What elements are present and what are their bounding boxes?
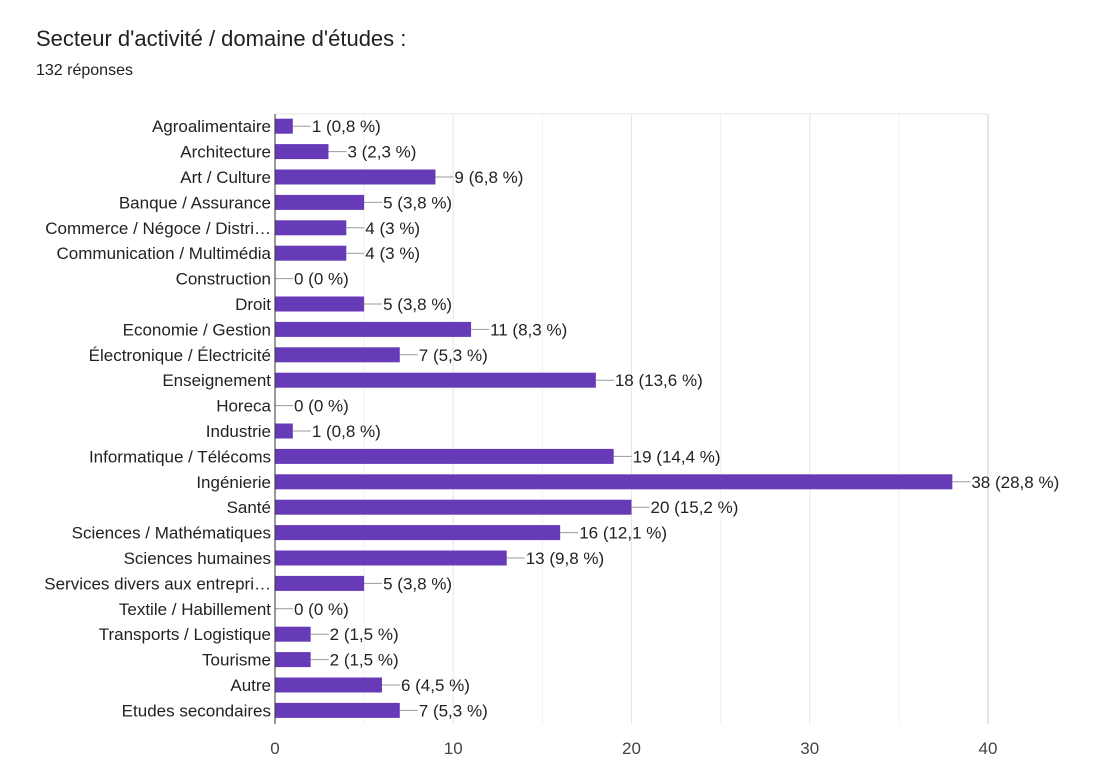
bars [275, 118, 953, 718]
data-label: 7 (5,3 %) [419, 346, 488, 365]
category-label: Communication / Multimédia [57, 244, 272, 263]
data-label: 5 (3,8 %) [383, 193, 452, 212]
gridlines [274, 113, 989, 724]
category-label: Sciences humaines [124, 549, 271, 568]
data-label: 1 (0,8 %) [312, 117, 381, 136]
category-label: Santé [227, 498, 271, 517]
data-label: 38 (28,8 %) [971, 473, 1059, 492]
data-label: 16 (12,1 %) [579, 524, 667, 543]
bar[interactable] [275, 626, 311, 642]
category-label: Enseignement [162, 371, 271, 390]
category-label: Ingénierie [196, 473, 271, 492]
bar[interactable] [275, 296, 365, 312]
data-label: 4 (3 %) [365, 219, 420, 238]
category-label: Tourisme [202, 651, 271, 670]
x-tick-label: 30 [800, 739, 819, 758]
bar[interactable] [275, 575, 365, 591]
category-label: Economie / Gestion [123, 320, 271, 339]
data-label: 0 (0 %) [294, 397, 349, 416]
x-axis: 0 10 20 30 40 [270, 114, 997, 758]
data-label: 13 (9,8 %) [526, 549, 604, 568]
data-label: 6 (4,5 %) [401, 676, 470, 695]
data-label: 20 (15,2 %) [651, 498, 739, 517]
bar[interactable] [275, 347, 400, 363]
bar[interactable] [275, 321, 472, 337]
data-label: 0 (0 %) [294, 270, 349, 289]
response-count: 132 réponses [36, 62, 133, 79]
bar[interactable] [275, 474, 953, 490]
data-label: 3 (2,3 %) [347, 143, 416, 162]
category-label: Banque / Assurance [119, 193, 271, 212]
category-label: Droit [235, 295, 271, 314]
data-label: 4 (3 %) [365, 244, 420, 263]
category-label: Commerce / Négoce / Distri… [45, 219, 271, 238]
bar[interactable] [275, 372, 596, 388]
category-label: Transports / Logistique [99, 625, 271, 644]
category-label: Agroalimentaire [152, 117, 271, 136]
data-label: 19 (14,4 %) [633, 447, 721, 466]
bar[interactable] [275, 652, 311, 668]
bar[interactable] [275, 677, 382, 693]
category-label: Art / Culture [180, 168, 271, 187]
bar[interactable] [275, 194, 365, 210]
x-tick-label: 20 [622, 739, 641, 758]
bar[interactable] [275, 220, 347, 236]
bar[interactable] [275, 525, 561, 541]
data-label: 2 (1,5 %) [330, 651, 399, 670]
bar[interactable] [275, 423, 293, 439]
data-label: 11 (8,3 %) [490, 320, 567, 339]
data-label: 5 (3,8 %) [383, 295, 452, 314]
category-label: Sciences / Mathématiques [72, 524, 271, 543]
data-label: 18 (13,6 %) [615, 371, 703, 390]
category-label: Électronique / Électricité [89, 346, 271, 365]
bar[interactable] [275, 550, 507, 566]
x-tick-label: 0 [270, 739, 279, 758]
category-labels: Agroalimentaire Architecture Art / Culture… [44, 117, 271, 720]
category-label: Architecture [180, 143, 271, 162]
data-label: 1 (0,8 %) [312, 422, 381, 441]
data-label: 2 (1,5 %) [330, 625, 399, 644]
data-label: 5 (3,8 %) [383, 574, 452, 593]
category-label: Textile / Habillement [119, 600, 271, 619]
chart-title: Secteur d'activité / domaine d'études : [36, 26, 407, 51]
data-label: 9 (6,8 %) [454, 168, 523, 187]
x-tick-label: 10 [444, 739, 463, 758]
bar[interactable] [275, 169, 436, 185]
bar[interactable] [275, 702, 400, 718]
bar[interactable] [275, 499, 632, 515]
category-label: Informatique / Télécoms [89, 447, 271, 466]
bar[interactable] [275, 245, 347, 261]
category-label: Services divers aux entrepri… [44, 574, 271, 593]
category-label: Construction [176, 270, 271, 289]
category-label: Industrie [206, 422, 271, 441]
data-label: 7 (5,3 %) [419, 701, 488, 720]
bar[interactable] [275, 144, 329, 160]
bar[interactable] [275, 118, 293, 134]
data-label: 0 (0 %) [294, 600, 349, 619]
data-labels: 1 (0,8 %)3 (2,3 %)9 (6,8 %)5 (3,8 %)4 (3… [275, 117, 1059, 720]
x-tick-label: 40 [979, 739, 998, 758]
category-label: Horeca [216, 397, 271, 416]
category-label: Autre [230, 676, 271, 695]
category-label: Etudes secondaires [122, 701, 271, 720]
bar[interactable] [275, 448, 614, 464]
